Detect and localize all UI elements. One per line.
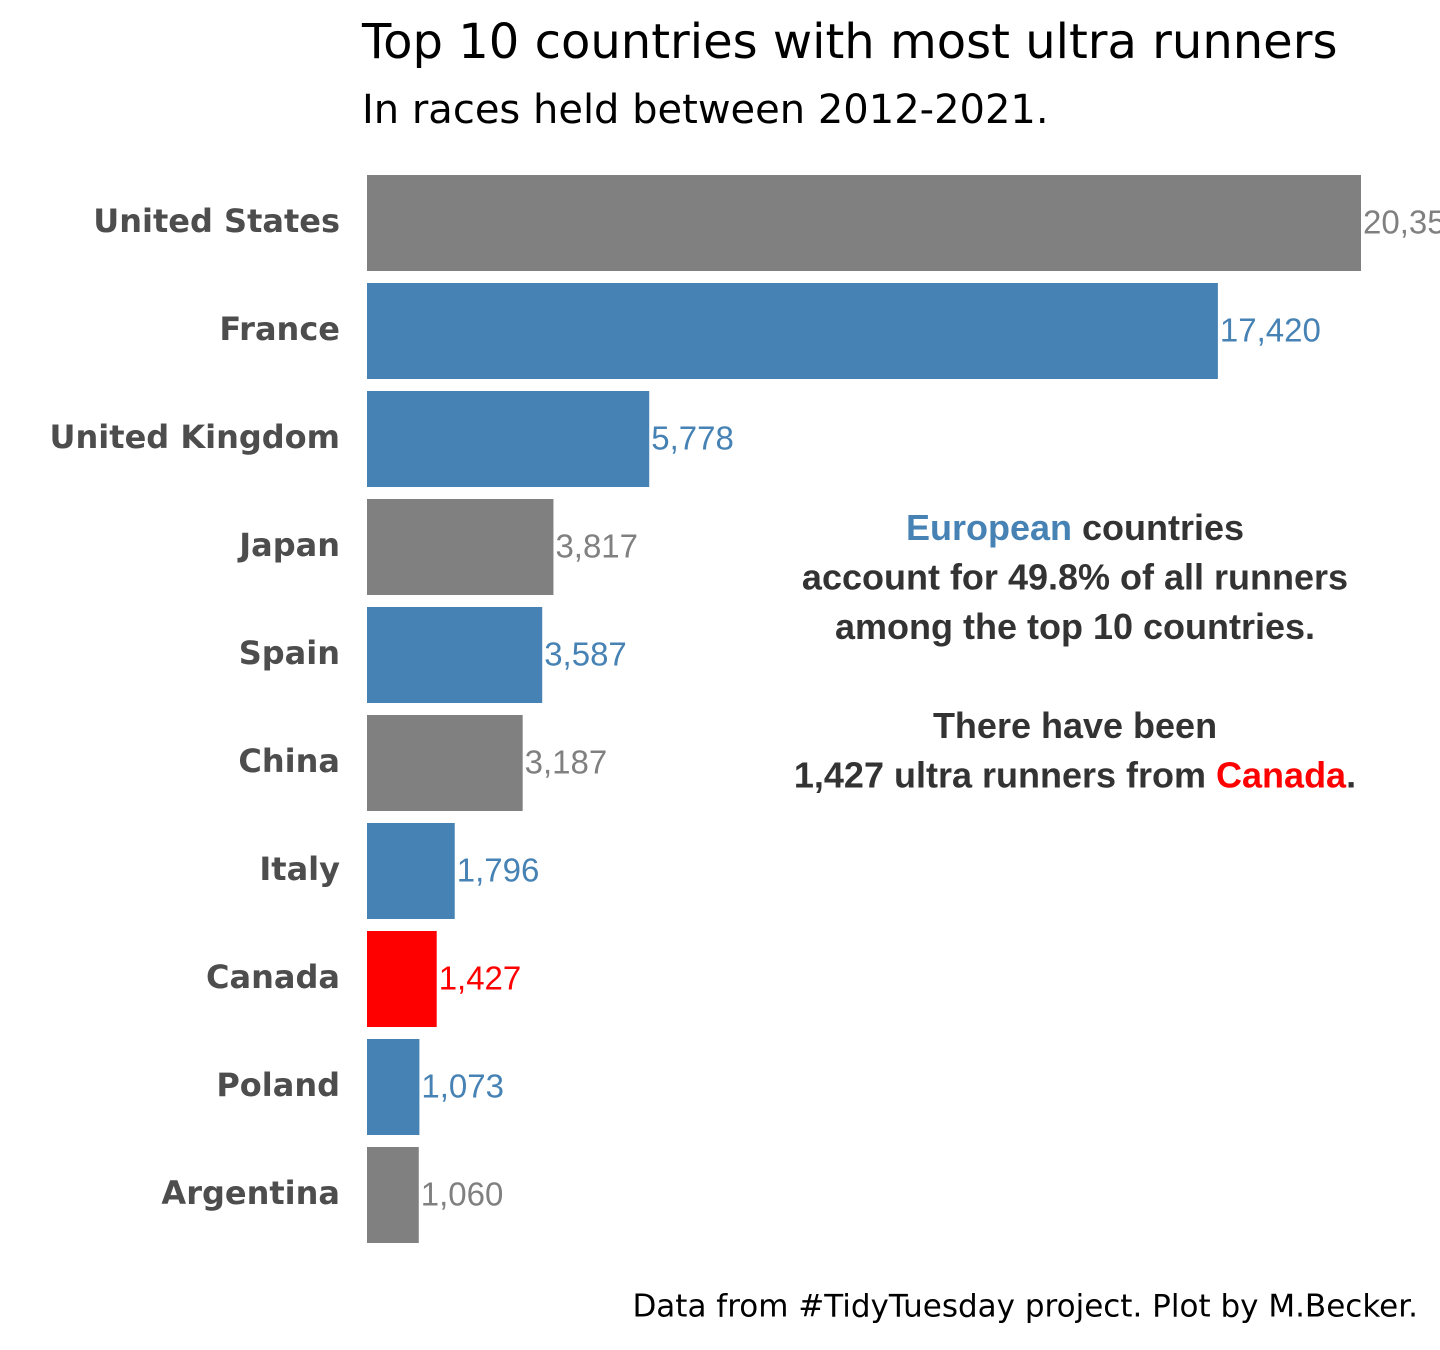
annotation-text: . bbox=[1346, 754, 1356, 795]
value-label: 20,350 bbox=[1363, 204, 1440, 241]
value-label: 1,073 bbox=[421, 1068, 504, 1105]
bar bbox=[367, 823, 455, 919]
value-label: 1,427 bbox=[439, 960, 522, 997]
annotation-text: account for 49.8% of all runners bbox=[802, 556, 1348, 597]
bar bbox=[367, 1039, 420, 1135]
bar bbox=[367, 499, 554, 595]
chart-subtitle: In races held between 2012-2021. bbox=[362, 87, 1049, 133]
bar bbox=[367, 391, 650, 487]
value-label: 3,187 bbox=[525, 744, 608, 781]
value-label: 3,817 bbox=[555, 528, 638, 565]
value-label: 5,778 bbox=[651, 420, 734, 457]
chart-title: Top 10 countries with most ultra runners bbox=[361, 14, 1337, 70]
annotation-text: European bbox=[906, 507, 1072, 548]
category-label: Canada bbox=[206, 958, 340, 996]
annotation-line: 1,427 ultra runners from Canada. bbox=[794, 754, 1356, 795]
category-label: France bbox=[219, 310, 340, 348]
annotation-text: among the top 10 countries. bbox=[835, 606, 1315, 647]
annotation-text: Canada bbox=[1216, 754, 1347, 795]
value-label: 1,796 bbox=[457, 852, 540, 889]
category-label: Italy bbox=[259, 850, 340, 888]
category-label: United States bbox=[93, 202, 340, 240]
annotation-text: countries bbox=[1072, 507, 1244, 548]
category-label: Japan bbox=[237, 526, 340, 564]
annotation-line: European countries bbox=[906, 507, 1244, 548]
annotation-text: 1,427 ultra runners from bbox=[794, 754, 1216, 795]
category-label: Poland bbox=[216, 1066, 340, 1104]
bar bbox=[367, 607, 543, 703]
category-label: United Kingdom bbox=[50, 418, 340, 456]
caption: Data from #TidyTuesday project. Plot by … bbox=[632, 1289, 1418, 1325]
bar bbox=[367, 931, 437, 1027]
category-label: Argentina bbox=[161, 1174, 340, 1212]
bar bbox=[367, 1147, 419, 1243]
bar bbox=[367, 175, 1361, 271]
value-label: 1,060 bbox=[421, 1176, 504, 1213]
annotation-line: among the top 10 countries. bbox=[835, 606, 1315, 647]
bar bbox=[367, 715, 523, 811]
bar bbox=[367, 283, 1218, 379]
annotation-text: There have been bbox=[933, 705, 1217, 746]
category-label: Spain bbox=[239, 634, 340, 672]
category-label: China bbox=[238, 742, 340, 780]
value-label: 3,587 bbox=[544, 636, 627, 673]
annotation-line: There have been bbox=[933, 705, 1217, 746]
annotation-line: account for 49.8% of all runners bbox=[802, 556, 1348, 597]
value-label: 17,420 bbox=[1220, 312, 1321, 349]
